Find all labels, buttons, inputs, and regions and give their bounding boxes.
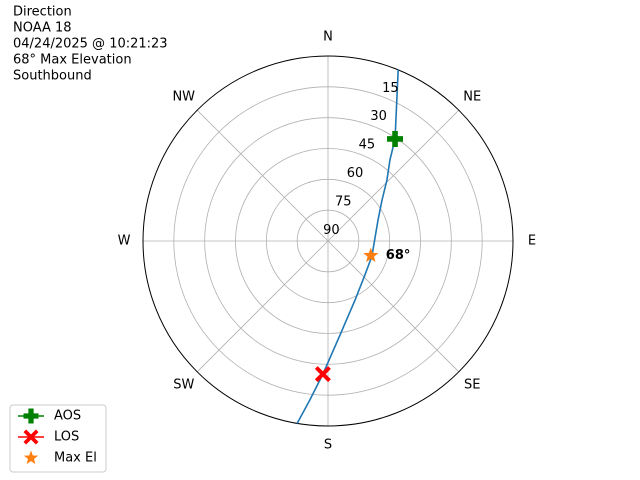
title-line: Southbound: [13, 69, 92, 84]
grid-ring: [296, 209, 360, 273]
title-line: Direction: [13, 5, 72, 20]
legend-frame: [9, 404, 107, 473]
plot-area: 68°: [296, 69, 411, 424]
legend-label: Max El: [54, 451, 97, 466]
legend-marker: [23, 408, 39, 424]
grid-ring: [173, 86, 483, 396]
theta-tick-label: N: [323, 30, 333, 45]
r-tick-label: 90: [323, 223, 340, 238]
legend-marker: [23, 429, 39, 445]
title-line: 04/24/2025 @ 10:21:23: [13, 37, 168, 52]
legend-marker: [23, 450, 39, 465]
legend-label: AOS: [54, 409, 81, 424]
theta-tick-label: S: [324, 438, 332, 453]
theta-tick-label: SW: [173, 378, 194, 393]
theta-tick-label: W: [118, 234, 131, 249]
theta-tick-label: SE: [464, 378, 480, 393]
track-line: [296, 69, 399, 424]
theta-tick-label: NW: [172, 89, 195, 104]
r-tick-label: 60: [347, 166, 364, 181]
r-tick-label: 75: [335, 195, 352, 210]
title-line: 68° Max Elevation: [13, 53, 132, 68]
annotation: 68°: [386, 248, 411, 263]
grid-ring: [265, 178, 391, 304]
legend: AOS LOS Max El: [9, 404, 107, 473]
grid-ring: [235, 148, 421, 334]
point-marker: [363, 247, 379, 263]
legend-label: LOS: [54, 430, 79, 445]
point-marker: [387, 130, 404, 147]
point-marker: [314, 366, 331, 383]
title-line: NOAA 18: [13, 21, 72, 36]
theta-tick-label: NE: [463, 89, 481, 104]
r-tick-label: 45: [359, 138, 376, 153]
r-tick-label: 30: [370, 109, 387, 124]
theta-tick-label: E: [528, 234, 536, 249]
outer-circle: [142, 55, 514, 427]
r-tick-label: 15: [382, 81, 399, 96]
